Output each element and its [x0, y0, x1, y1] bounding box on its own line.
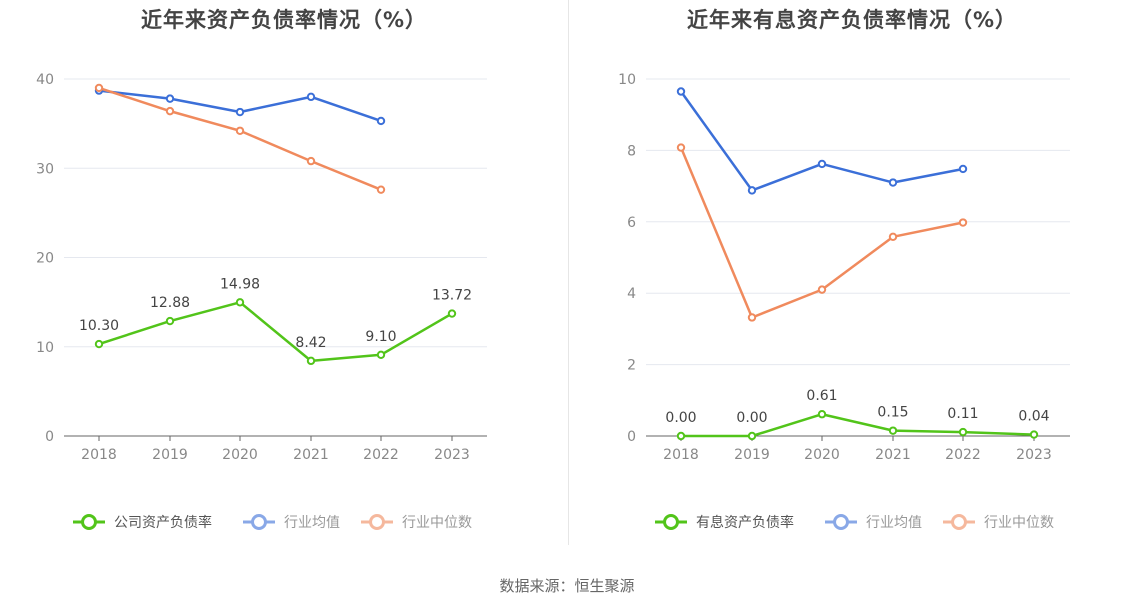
data-point[interactable]	[376, 185, 386, 194]
right-chart-panel: 近年来有息资产负债率情况（%） 0 2 4 6 8 10 2018 2019 2020 2021 2…	[570, 0, 1134, 560]
data-point[interactable]	[235, 107, 245, 117]
y-tick-label: 0	[627, 429, 636, 445]
y-tick-label: 0	[45, 429, 54, 445]
x-tick-label: 2018	[81, 447, 117, 463]
data-point[interactable]	[747, 186, 757, 195]
data-point[interactable]	[165, 94, 175, 103]
y-tick-label: 10	[36, 340, 54, 356]
data-label: 0.04	[1018, 409, 1049, 425]
data-label: 13.72	[432, 288, 472, 304]
left-chart-svg: 0 10 20 30 40 2018 2019 2020 2021 2022 2023 10.30 12…	[36, 72, 487, 531]
data-label: 12.88	[150, 295, 190, 311]
legend-label: 行业均值	[284, 515, 340, 531]
data-point[interactable]	[676, 431, 686, 441]
x-tick-label: 2023	[1016, 447, 1052, 463]
data-point[interactable]	[817, 410, 827, 419]
legend-marker-icon	[663, 514, 679, 530]
x-tick-label: 2019	[152, 447, 188, 463]
legend-item[interactable]: 行业中位数	[943, 514, 1054, 531]
right-chart-svg: 0 2 4 6 8 10 2018 2019 2020 2021 2022 2023 0.00 0.00 0…	[618, 72, 1070, 531]
panel-divider	[568, 0, 569, 545]
data-label: 0.00	[665, 410, 696, 426]
series-line	[98, 301, 453, 363]
y-tick-label: 20	[36, 251, 54, 267]
legend-item[interactable]: 行业均值	[825, 514, 922, 531]
data-point[interactable]	[817, 285, 827, 294]
data-point[interactable]	[306, 92, 316, 102]
data-point[interactable]	[94, 83, 104, 93]
data-label: 14.98	[220, 276, 260, 292]
legend-label: 行业均值	[866, 515, 922, 531]
data-point[interactable]	[165, 106, 175, 116]
data-point[interactable]	[447, 309, 457, 318]
data-point[interactable]	[235, 126, 245, 135]
data-label: 8.42	[295, 335, 326, 351]
legend-item[interactable]: 行业均值	[243, 514, 340, 531]
data-point[interactable]	[888, 178, 898, 187]
x-tick-label: 2021	[293, 447, 329, 463]
legend-item[interactable]: 公司资产负债率	[73, 514, 212, 531]
data-point[interactable]	[817, 159, 827, 169]
data-label: 0.15	[877, 405, 908, 421]
legend-item[interactable]: 行业中位数	[361, 514, 472, 531]
data-label: 9.10	[365, 329, 396, 345]
series-line	[679, 90, 964, 192]
x-tick-label: 2019	[734, 447, 770, 463]
data-point[interactable]	[958, 427, 968, 437]
y-tick-label: 40	[36, 72, 54, 88]
data-label: 10.30	[79, 318, 119, 334]
data-point[interactable]	[94, 339, 104, 349]
legend-item[interactable]: 有息资产负债率	[655, 514, 794, 531]
data-point[interactable]	[306, 356, 316, 366]
y-tick-label: 6	[627, 215, 636, 231]
legend-marker-icon	[369, 514, 385, 530]
legend-label: 有息资产负债率	[696, 514, 794, 531]
x-tick-label: 2020	[804, 447, 840, 463]
legend-label: 行业中位数	[984, 515, 1054, 531]
data-source-note: 数据来源：恒生聚源	[499, 577, 635, 595]
data-label: 0.11	[947, 406, 978, 422]
series-line	[98, 89, 382, 123]
right-chart-title: 近年来有息资产负债率情况（%）	[686, 8, 1018, 32]
legend-marker-icon	[251, 514, 267, 530]
series-line	[98, 86, 382, 191]
data-point[interactable]	[676, 143, 686, 152]
legend-marker-icon	[951, 514, 967, 530]
data-point[interactable]	[888, 232, 898, 241]
data-point[interactable]	[676, 87, 686, 96]
y-tick-label: 8	[627, 143, 636, 159]
data-point[interactable]	[888, 426, 898, 435]
data-point[interactable]	[165, 316, 175, 326]
data-point[interactable]	[1029, 430, 1039, 439]
data-point[interactable]	[747, 431, 757, 441]
series-line	[681, 412, 1035, 438]
data-point[interactable]	[376, 350, 386, 359]
x-tick-label: 2023	[434, 447, 470, 463]
data-point[interactable]	[235, 298, 245, 307]
y-tick-label: 10	[618, 72, 636, 88]
x-tick-label: 2022	[363, 447, 399, 463]
data-label: 0.00	[736, 410, 767, 426]
x-tick-label: 2021	[875, 447, 911, 463]
y-tick-label: 2	[627, 358, 636, 374]
left-chart-panel: 近年来资产负债率情况（%） 0 10 20 30 40 2018 2019 2020 2021 2…	[0, 0, 568, 560]
left-chart-title: 近年来资产负债率情况（%）	[140, 8, 428, 32]
legend-marker-icon	[81, 514, 97, 530]
x-tick-label: 2022	[945, 447, 981, 463]
data-point[interactable]	[747, 313, 757, 322]
legend-marker-icon	[833, 514, 849, 530]
data-point[interactable]	[306, 156, 316, 166]
data-point[interactable]	[958, 218, 968, 227]
x-tick-label: 2020	[222, 447, 258, 463]
data-point[interactable]	[376, 116, 386, 126]
legend-label: 行业中位数	[402, 515, 472, 531]
legend-label: 公司资产负债率	[114, 514, 212, 531]
data-point[interactable]	[958, 164, 968, 174]
data-label: 0.61	[806, 388, 837, 404]
x-tick-label: 2018	[663, 447, 699, 463]
y-tick-label: 30	[36, 161, 54, 177]
y-tick-label: 4	[627, 286, 636, 302]
